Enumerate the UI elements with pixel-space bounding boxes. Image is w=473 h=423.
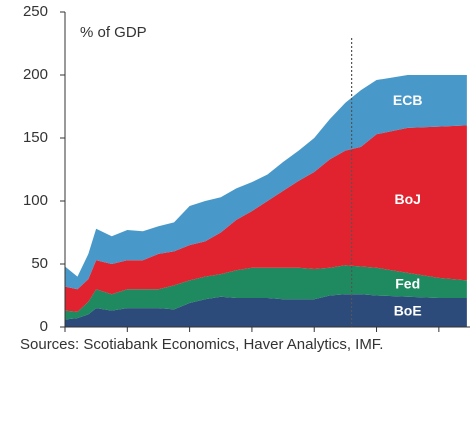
y-tick-label: 250 <box>23 3 48 20</box>
y-tick-label: 150 <box>23 129 48 146</box>
y-tick-label: 200 <box>23 66 48 83</box>
series-label: BoJ <box>394 191 420 207</box>
annotation: % of GDP <box>80 24 147 41</box>
chart: % of GDP BoEFedBoJECB0501001502002500810… <box>23 3 470 335</box>
area <box>65 125 467 312</box>
series-label: ECB <box>393 92 423 108</box>
area <box>65 294 467 327</box>
y-tick-label: 100 <box>23 192 48 209</box>
series-label: BoE <box>394 303 422 319</box>
source: Sources: Scotiabank Economics, Haver Ana… <box>20 336 384 353</box>
area <box>65 265 467 320</box>
y-tick-label: 0 <box>40 318 48 335</box>
area <box>65 75 467 290</box>
y-tick-label: 50 <box>31 255 48 272</box>
series-label: Fed <box>395 275 420 291</box>
